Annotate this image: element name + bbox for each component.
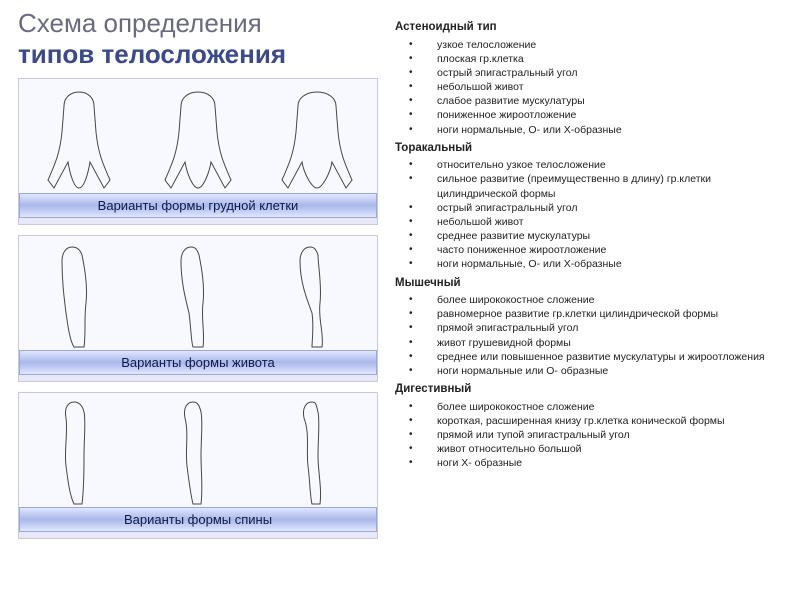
type-items: узкое телосложение плоская гр.клетка ост… (395, 38, 790, 137)
panel-abdomen-figure (19, 236, 377, 356)
list-item: прямой эпигастральный угол (395, 321, 790, 335)
list-item: ноги Х- образные (395, 456, 790, 470)
type-items: более ширококостное сложение равномерное… (395, 293, 790, 378)
type-items: более ширококостное сложение короткая, р… (395, 400, 790, 471)
list-item: живот грушевидной формы (395, 336, 790, 350)
list-item: равномерное развитие гр.клетки цилиндрич… (395, 307, 790, 321)
panel-back: Варианты формы спины (18, 392, 378, 539)
back-profile-icon (44, 398, 114, 508)
type-heading: Дигестивный (395, 382, 790, 398)
back-profile-icon (163, 398, 233, 508)
panel-abdomen: Варианты формы живота (18, 235, 378, 382)
type-heading: Торакальный (395, 141, 790, 157)
type-heading: Мышечный (395, 276, 790, 292)
side-profile-icon (44, 241, 114, 351)
torso-outline-icon (153, 84, 243, 194)
list-item: небольшой живот (395, 80, 790, 94)
list-item: острый эпигастральный угол (395, 201, 790, 215)
list-item: плоская гр.клетка (395, 52, 790, 66)
list-item: ноги нормальные, О- или Х-образные (395, 123, 790, 137)
list-item: короткая, расширенная книзу гр.клетка ко… (395, 414, 790, 428)
title-line1: Схема определения (18, 8, 286, 39)
torso-outline-icon (34, 84, 124, 194)
side-profile-icon (282, 241, 352, 351)
page-title: Схема определения типов телосложения (18, 8, 286, 70)
list-item: ноги нормальные, О- или Х-образные (395, 257, 790, 271)
list-item: более ширококостное сложение (395, 400, 790, 414)
list-item: более ширококостное сложение (395, 293, 790, 307)
list-item: среднее или повышенное развитие мускулат… (395, 350, 790, 364)
figures-column: Варианты формы грудной клетки Варианты ф… (18, 78, 378, 549)
panel-chest: Варианты формы грудной клетки (18, 78, 378, 225)
list-item: среднее развитие мускулатуры (395, 229, 790, 243)
body-types-list: Астеноидный тип узкое телосложение плоск… (395, 16, 790, 471)
panel-chest-figure (19, 79, 377, 199)
list-item: небольшой живот (395, 215, 790, 229)
list-item: живот относительно большой (395, 442, 790, 456)
list-item: прямой или тупой эпигастральный угол (395, 428, 790, 442)
panel-back-figure (19, 393, 377, 513)
back-profile-icon (282, 398, 352, 508)
type-items: относительно узкое телосложение сильное … (395, 158, 790, 271)
title-line2: типов телосложения (18, 39, 286, 70)
list-item: сильное развитие (преимущественно в длин… (395, 172, 790, 200)
side-profile-icon (163, 241, 233, 351)
type-heading: Астеноидный тип (395, 20, 790, 36)
list-item: пониженное жироотложение (395, 108, 790, 122)
list-item: относительно узкое телосложение (395, 158, 790, 172)
list-item: узкое телосложение (395, 38, 790, 52)
torso-outline-icon (272, 84, 362, 194)
list-item: острый эпигастральный угол (395, 66, 790, 80)
list-item: часто пониженное жироотложение (395, 243, 790, 257)
panel-back-label: Варианты формы спины (19, 507, 377, 532)
panel-abdomen-label: Варианты формы живота (19, 350, 377, 375)
list-item: ноги нормальные или О- образные (395, 364, 790, 378)
panel-chest-label: Варианты формы грудной клетки (19, 193, 377, 218)
list-item: слабое развитие мускулатуры (395, 94, 790, 108)
